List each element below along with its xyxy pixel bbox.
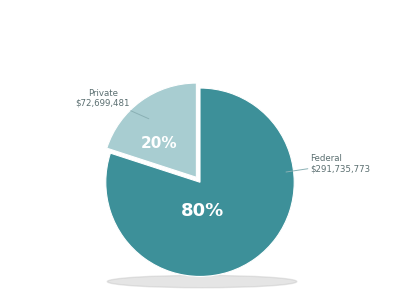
Ellipse shape <box>107 275 297 288</box>
Text: Federal vs. Private Funding for ASD Research: Federal vs. Private Funding for ASD Rese… <box>87 24 313 34</box>
Text: Number of Projects: 1,360: Number of Projects: 1,360 <box>135 55 265 65</box>
Wedge shape <box>107 83 196 177</box>
Text: 2016: 2016 <box>180 8 220 23</box>
Text: Total Funding: $364,435,254: Total Funding: $364,435,254 <box>129 40 271 50</box>
Wedge shape <box>106 88 294 277</box>
Text: Private
$72,699,481: Private $72,699,481 <box>76 88 149 119</box>
Text: Federal
$291,735,773: Federal $291,735,773 <box>286 154 371 173</box>
Text: 20%: 20% <box>141 136 177 151</box>
Text: 80%: 80% <box>180 202 224 220</box>
